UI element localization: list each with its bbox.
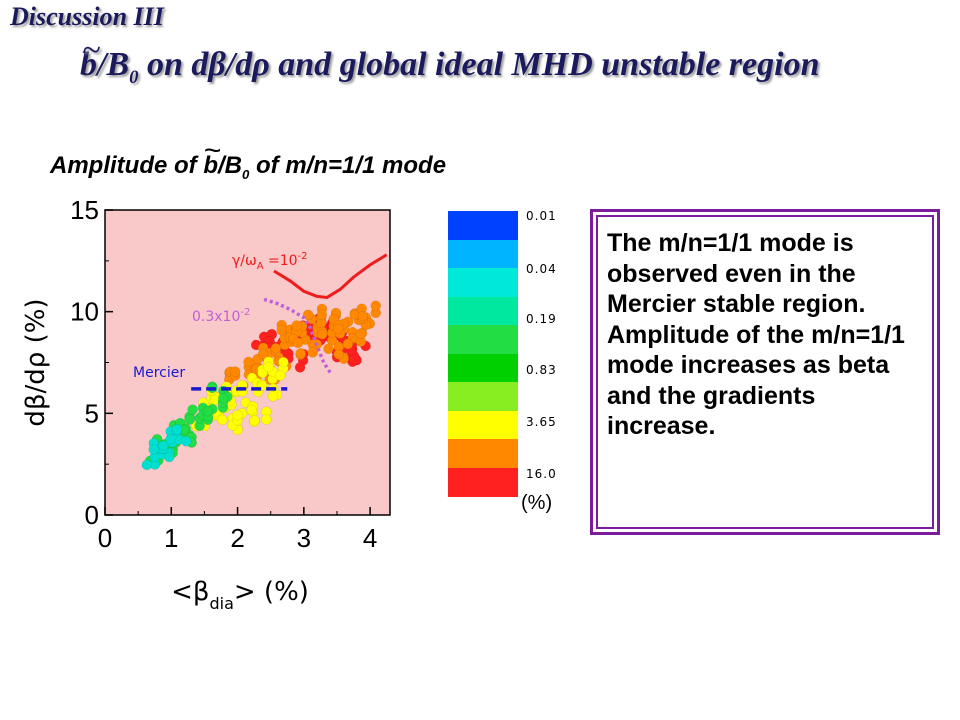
x-tick-label: 0 [98,523,112,553]
data-point [249,415,260,426]
y-tick-label: 0 [85,500,99,530]
data-point [267,391,279,402]
y-tick-label: 10 [70,297,99,327]
data-point [180,436,192,447]
colorbar-band [448,211,518,240]
curve-label: γ/ωA =10-2 [232,251,308,272]
data-point [229,366,241,377]
data-point [357,310,369,322]
data-point [217,414,228,426]
data-point [342,338,354,350]
stability-curve [273,253,388,299]
data-point [294,362,306,373]
data-point [291,320,302,331]
colorbar-band [448,353,518,383]
data-point [263,361,274,373]
data-point [333,349,344,360]
title-b-tilde: ~ b [80,32,101,83]
colorbar-band [448,410,518,440]
note-box: The m/n=1/1 mode is observed even in the… [590,209,940,535]
data-point [261,414,272,425]
slide-tag: Discussion III [10,2,164,31]
data-point [164,451,175,463]
data-point [349,353,360,365]
colorbar-tick-label: 0.19 [526,312,557,326]
y-tick-label: 5 [85,398,99,428]
note-text: The m/n=1/1 mode is observed even in the… [607,229,905,440]
data-point [332,323,344,335]
colorbar-tick-label: 0.04 [526,262,557,276]
colorbar-band [448,382,518,411]
colorbar-tick-label: 16.0 [526,467,557,481]
data-point [276,325,288,336]
data-point [278,356,289,368]
data-point [232,409,243,421]
data-point [218,393,229,404]
colorbar-band [448,439,518,468]
data-point [355,328,366,340]
data-point [157,440,169,452]
data-point [184,414,195,425]
data-point [148,444,159,455]
data-point [257,348,269,360]
colorbar-band [448,467,518,497]
slide-title: ~ b/B0 on dβ/dρ and global ideal MHD unst… [80,32,820,88]
data-point [307,347,318,358]
x-tick-label: 4 [363,523,377,553]
data-point [274,370,286,381]
stability-curve [263,297,332,374]
colorbar-tick-label: 0.01 [526,209,557,223]
x-tick-label: 2 [230,523,244,553]
colorbar [448,211,518,497]
curve-label: 0.3x10-2 [192,307,250,325]
data-point [370,300,382,311]
data-point [243,356,254,368]
colorbar-band [448,325,518,354]
data-point [171,423,183,435]
data-point [316,328,328,340]
colorbar-band [448,296,518,326]
curve-label: Mercier [133,365,185,381]
data-point [202,405,213,417]
colorbar-tick-label: 0.83 [526,363,557,377]
data-point [323,343,334,354]
data-point [141,459,153,471]
heading-b-tilde: ~ b [203,134,221,179]
y-axis-label: dβ/dρ (%) [21,298,51,426]
x-axis-label: <βdia> (%) [171,577,309,613]
colorbar-band [448,239,518,269]
colorbar-band [448,268,518,297]
data-point [295,348,307,359]
colorbar-tick-label: 3.65 [526,415,557,429]
data-point [246,404,257,416]
x-tick-label: 1 [164,523,178,553]
data-point [316,309,328,321]
x-tick-label: 3 [297,523,311,553]
scatter-plot: 0 1 2 3 4 0 5 10 15 dβ/dρ (%) <βdia> (%) γ/ωA =10-2… [21,195,391,613]
data-point [165,433,176,445]
data-point [187,404,198,415]
y-tick-label: 15 [70,195,99,225]
colorbar-unit: (%) [521,492,553,514]
data-point [270,343,282,354]
data-point [292,337,304,349]
chart-heading: Amplitude of ~ b/B0 of m/n=1/1 mode [50,134,447,182]
